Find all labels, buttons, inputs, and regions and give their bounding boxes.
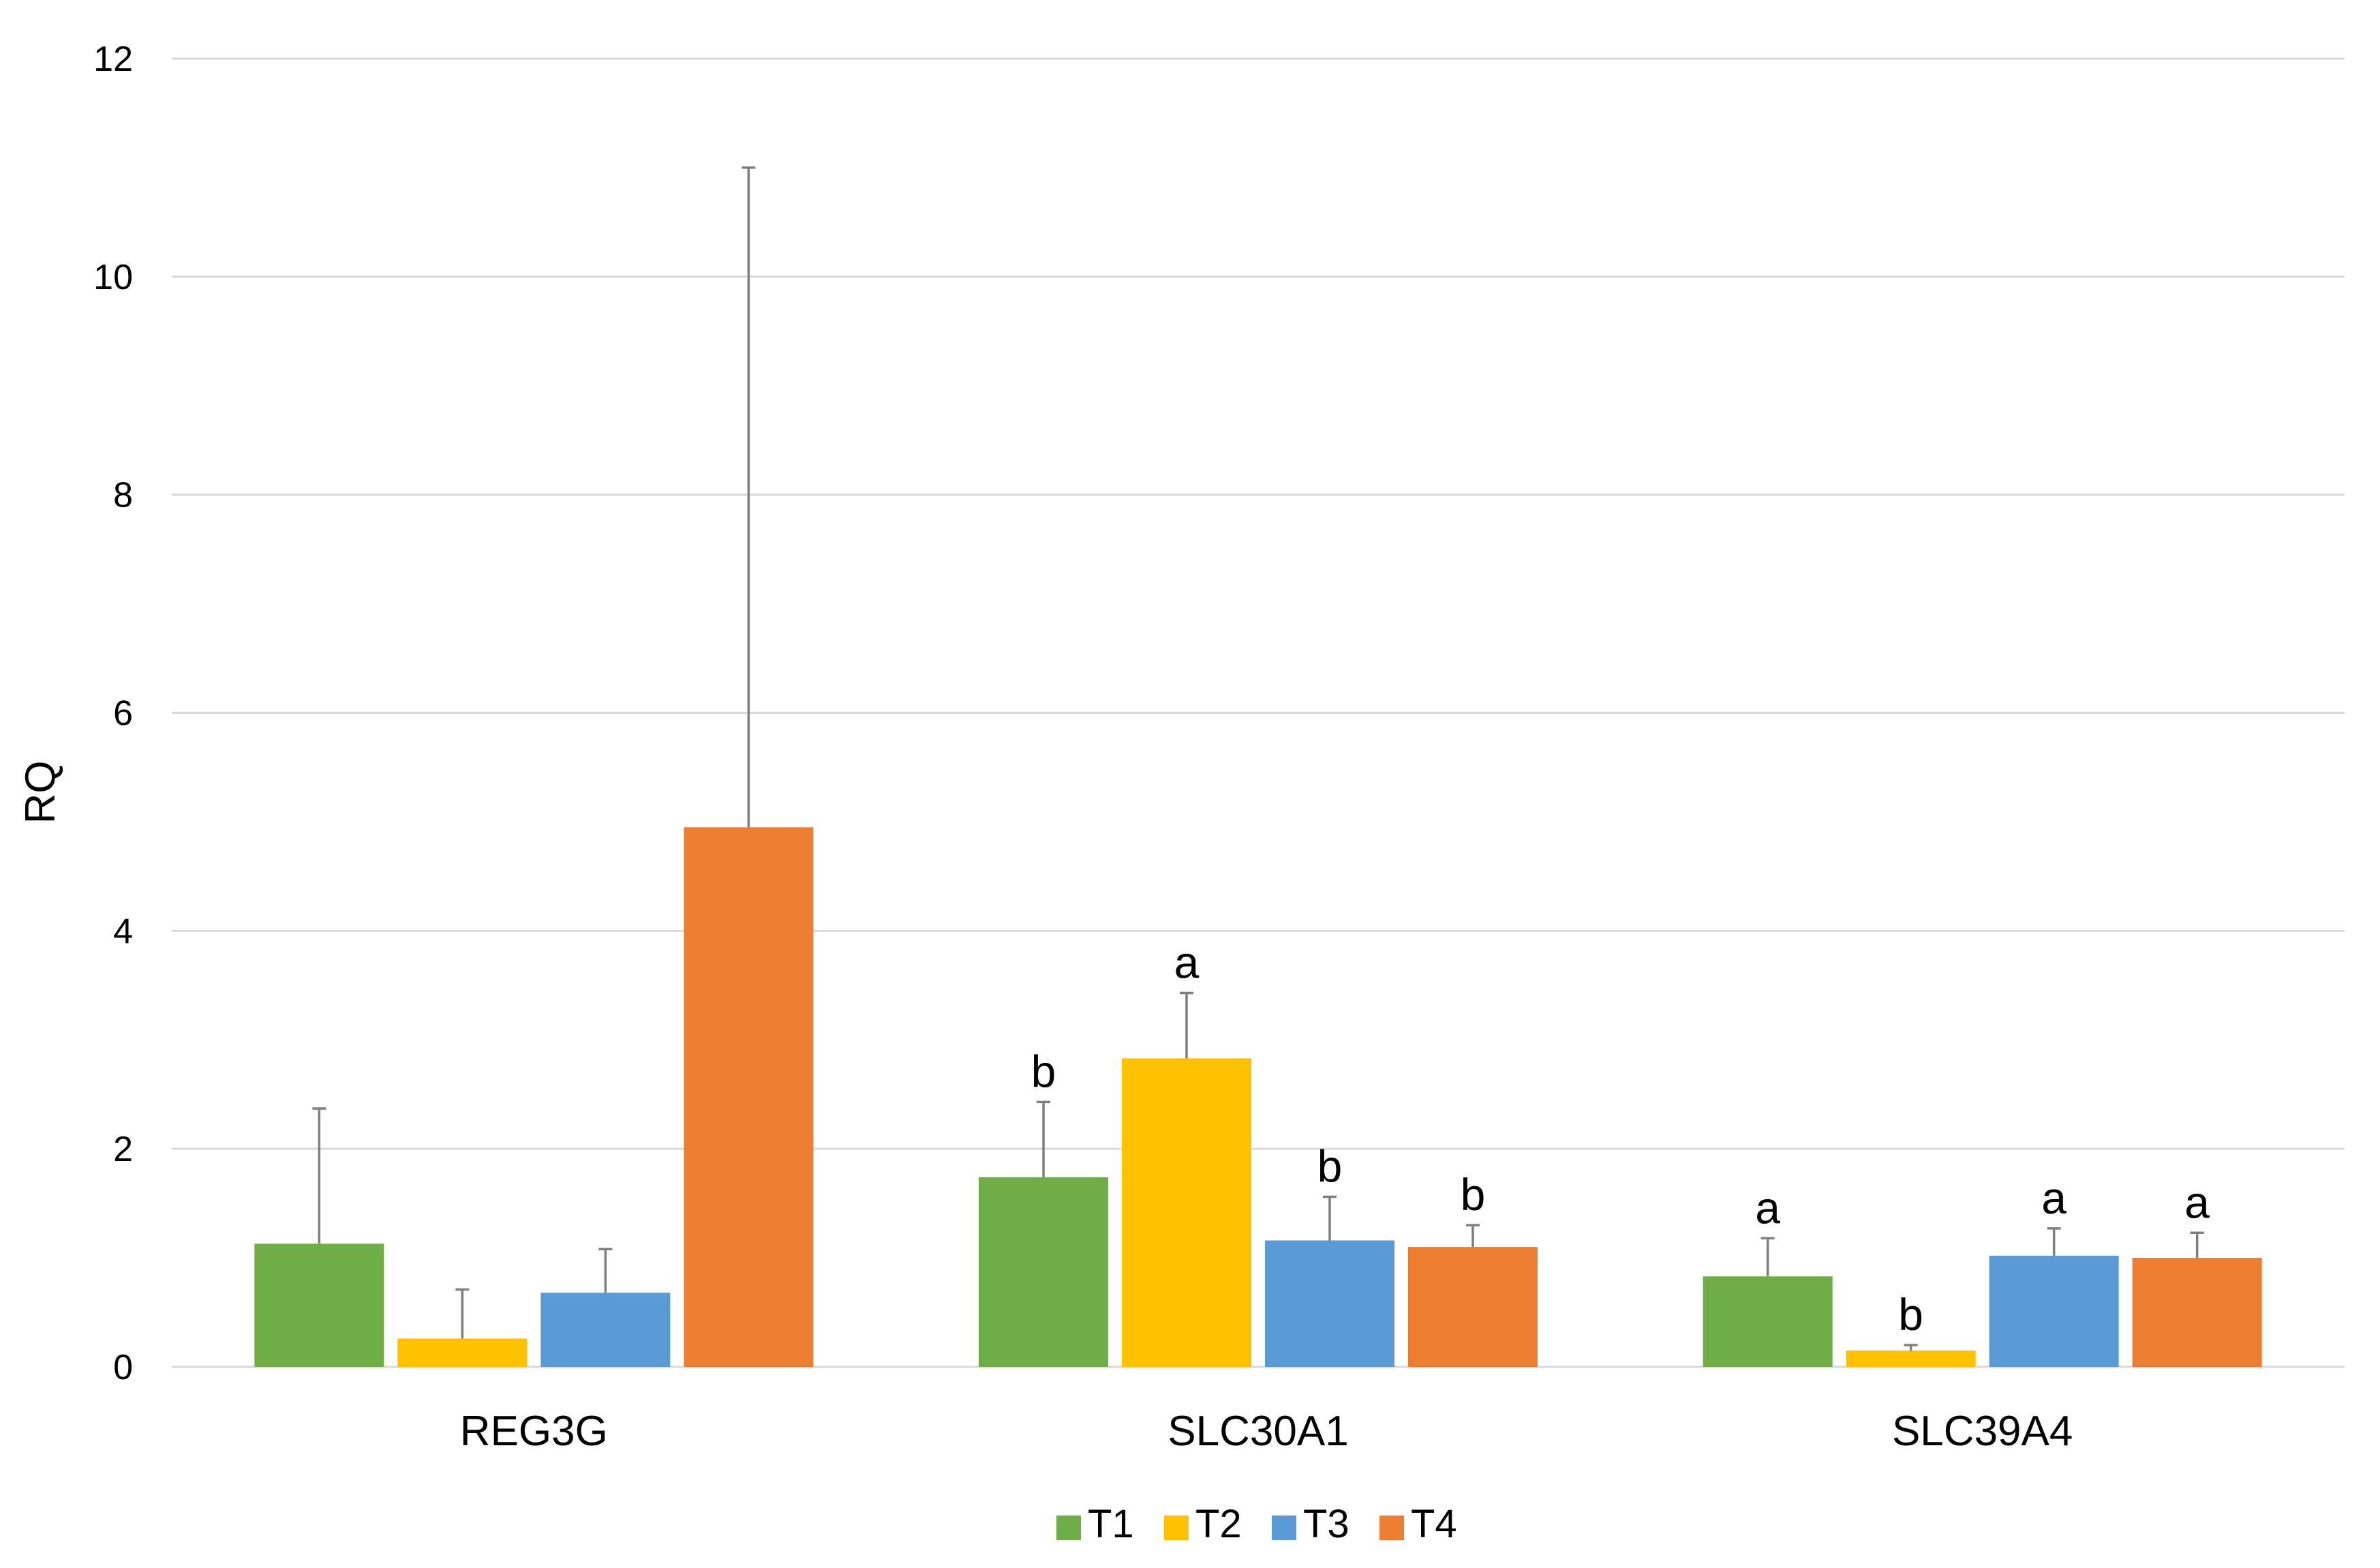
bar-t1-reg3g: [254, 1243, 384, 1367]
y-tick-label: 4: [113, 911, 133, 951]
error-bar: [1180, 991, 1193, 1059]
x-axis-categories: REG3G SLC30A1 SLC39A4: [460, 1408, 2073, 1455]
y-tick-label: 2: [113, 1130, 133, 1169]
error-bar: [1466, 1224, 1480, 1248]
significance-letter: b: [1317, 1141, 1343, 1192]
y-tick-label: 10: [93, 258, 133, 297]
error-bar: [1760, 1237, 1775, 1277]
y-tick-label: 6: [113, 694, 133, 734]
error-bar: [1037, 1100, 1050, 1177]
significance-letter: b: [1461, 1169, 1486, 1220]
legend-label: T3: [1303, 1502, 1349, 1546]
legend-swatch: [1379, 1516, 1404, 1540]
error-bar: [2190, 1231, 2204, 1258]
error-bar: [1323, 1195, 1337, 1241]
y-axis-title: RQ: [17, 761, 64, 824]
error-bar: [455, 1288, 470, 1339]
x-category-label: SLC30A1: [1168, 1408, 1348, 1455]
bar-t4-slc39a4: [2132, 1258, 2262, 1367]
error-bars: [312, 166, 2204, 1351]
bar-t2-slc30a1: [1122, 1058, 1251, 1367]
significance-letter: a: [2041, 1173, 2066, 1223]
bar-t3-slc39a4: [1989, 1255, 2119, 1367]
y-tick-label: 0: [113, 1348, 133, 1387]
y-tick-label: 8: [113, 476, 133, 515]
y-tick-label: 12: [93, 40, 133, 79]
significance-letter: a: [2184, 1177, 2210, 1227]
error-bar: [742, 166, 756, 828]
significance-letters: b a b b a b a a: [1031, 937, 2210, 1340]
bar-t1-slc39a4: [1703, 1276, 1833, 1367]
error-bar: [2047, 1227, 2061, 1256]
legend-item-t1: T1: [1056, 1502, 1134, 1546]
legend-label: T4: [1411, 1502, 1457, 1546]
significance-letter: a: [1755, 1182, 1780, 1233]
legend-item-t4: T4: [1379, 1502, 1457, 1546]
bar-t3-slc30a1: [1265, 1240, 1394, 1367]
significance-letter: a: [1174, 937, 1200, 987]
legend-swatch: [1056, 1516, 1081, 1540]
bar-t4-slc30a1: [1408, 1247, 1538, 1367]
legend-label: T1: [1088, 1502, 1134, 1546]
error-bar: [312, 1107, 326, 1244]
gridlines: [172, 57, 2345, 1368]
significance-letter: b: [1031, 1046, 1056, 1096]
bar-t4-reg3g: [684, 827, 814, 1367]
bar-t1-slc30a1: [979, 1177, 1108, 1367]
significance-letter: b: [1898, 1289, 1923, 1340]
legend-item-t2: T2: [1164, 1502, 1242, 1546]
error-bar: [598, 1248, 613, 1293]
legend-swatch: [1272, 1516, 1296, 1540]
legend-label: T2: [1195, 1502, 1242, 1546]
x-category-label: REG3G: [460, 1408, 608, 1455]
legend-item-t3: T3: [1272, 1502, 1349, 1546]
bar-t2-reg3g: [397, 1338, 528, 1367]
legend: T1 T2 T3 T4: [1056, 1502, 1457, 1546]
bar-t3-reg3g: [540, 1293, 671, 1367]
bars: [254, 827, 2262, 1367]
bar-t2-slc39a4: [1846, 1351, 1976, 1367]
y-axis-ticks: 0 2 4 6 8 10 12: [93, 40, 133, 1387]
error-bar: [1904, 1344, 1918, 1351]
legend-swatch: [1164, 1516, 1189, 1540]
x-category-label: SLC39A4: [1892, 1408, 2073, 1455]
